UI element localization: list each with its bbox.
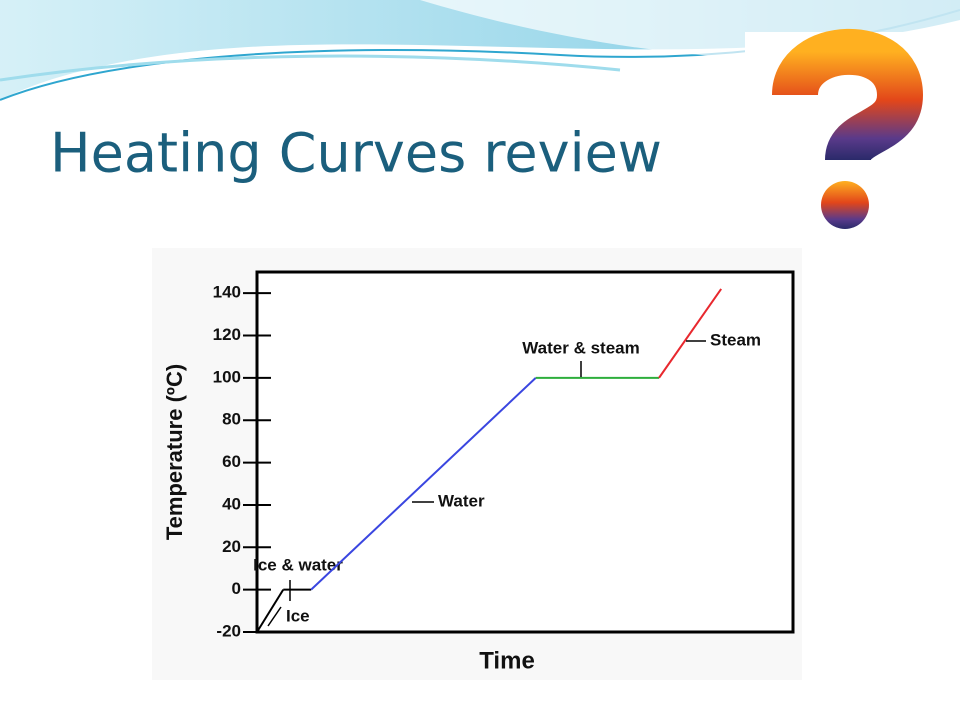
y-tick-label: 0 bbox=[232, 579, 241, 598]
y-tick-label: 40 bbox=[222, 494, 241, 513]
segment-label: Ice bbox=[286, 606, 310, 625]
segment-label: Water & steam bbox=[522, 338, 639, 357]
data-line bbox=[310, 377, 537, 591]
plot-frame bbox=[255, 270, 795, 634]
y-axis-label: Temperature (ºC) bbox=[162, 364, 187, 540]
data-line bbox=[256, 589, 285, 633]
y-tick-label: 120 bbox=[213, 325, 241, 344]
slide-title: Heating Curves review bbox=[50, 122, 662, 185]
x-axis-label: Time bbox=[479, 647, 535, 674]
label-leader bbox=[267, 606, 282, 627]
segment-label: Steam bbox=[710, 330, 761, 349]
y-tick-label: -20 bbox=[216, 621, 241, 640]
y-tick-label: 140 bbox=[213, 283, 241, 302]
data-line bbox=[658, 288, 722, 379]
y-tick-label: 80 bbox=[222, 410, 241, 429]
question-mark-image bbox=[745, 28, 947, 236]
segment-label: Water bbox=[438, 491, 485, 510]
y-tick-label: 20 bbox=[222, 537, 241, 556]
segment-label: Ice & water bbox=[253, 555, 343, 574]
y-tick-label: 60 bbox=[222, 452, 241, 471]
y-tick-label: 100 bbox=[213, 367, 241, 386]
